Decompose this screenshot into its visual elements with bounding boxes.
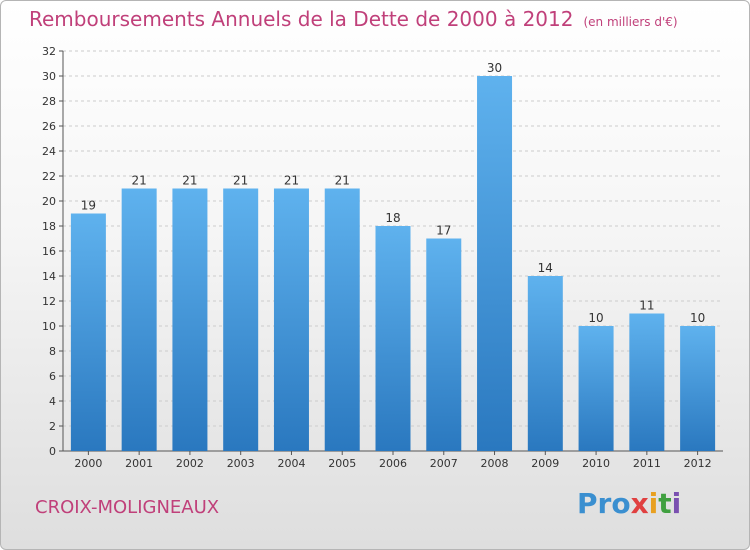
x-tick-label-2006: 2006 bbox=[379, 457, 407, 470]
bar-2000 bbox=[70, 213, 106, 451]
bar-2011 bbox=[629, 313, 665, 451]
bar-2005 bbox=[324, 188, 360, 451]
bar-2003 bbox=[223, 188, 259, 451]
y-tick-label: 12 bbox=[42, 295, 56, 308]
value-label-2009: 14 bbox=[538, 261, 553, 275]
y-tick-label: 32 bbox=[42, 45, 56, 58]
y-tick-label: 2 bbox=[49, 420, 56, 433]
value-labels: 19 21 21 21 21 21 18 17 30 14 10 11 10 bbox=[81, 61, 706, 325]
bar-2002 bbox=[172, 188, 208, 451]
value-label-2001: 21 bbox=[132, 174, 147, 188]
x-tick-label-2012: 2012 bbox=[684, 457, 712, 470]
y-tick-label: 14 bbox=[42, 270, 56, 283]
x-tick-label-2005: 2005 bbox=[328, 457, 356, 470]
y-tick-label: 26 bbox=[42, 120, 56, 133]
y-tick-label: 8 bbox=[49, 345, 56, 358]
bar-2009 bbox=[527, 276, 563, 451]
x-tick-label-2000: 2000 bbox=[74, 457, 102, 470]
value-label-2004: 21 bbox=[284, 174, 299, 188]
bar-2001 bbox=[121, 188, 157, 451]
bar-2004 bbox=[273, 188, 309, 451]
value-label-2011: 11 bbox=[639, 299, 654, 313]
chart-title-text: Remboursements Annuels de la Dette de 20… bbox=[29, 7, 574, 31]
bar-2012 bbox=[680, 326, 716, 451]
value-label-2012: 10 bbox=[690, 311, 705, 325]
y-tick-label: 0 bbox=[49, 445, 56, 458]
x-tick-label-2001: 2001 bbox=[125, 457, 153, 470]
logo-part-5: i bbox=[671, 487, 682, 520]
y-tick-label: 10 bbox=[42, 320, 56, 333]
bar-2006 bbox=[375, 226, 411, 451]
place-name: CROIX-MOLIGNEAUX bbox=[35, 497, 220, 518]
chart-subtitle: (en milliers d'€) bbox=[583, 15, 678, 29]
x-tick-label-2008: 2008 bbox=[481, 457, 509, 470]
value-label-2000: 19 bbox=[81, 199, 96, 213]
logo-part-3: i bbox=[648, 487, 659, 520]
logo-part-1: Pro bbox=[577, 487, 631, 520]
value-label-2007: 17 bbox=[436, 224, 451, 238]
value-label-2006: 18 bbox=[385, 211, 400, 225]
x-tick-label-2002: 2002 bbox=[176, 457, 204, 470]
bars bbox=[70, 76, 716, 451]
chart-title: Remboursements Annuels de la Dette de 20… bbox=[29, 7, 678, 31]
y-tick-label: 20 bbox=[42, 195, 56, 208]
proxiti-logo: Proxiti bbox=[577, 487, 681, 520]
bar-2007 bbox=[426, 238, 462, 451]
y-tick-label: 4 bbox=[49, 395, 56, 408]
value-label-2010: 10 bbox=[588, 311, 603, 325]
x-tick-label-2004: 2004 bbox=[277, 457, 305, 470]
value-label-2008: 30 bbox=[487, 61, 502, 75]
x-tick-label-2003: 2003 bbox=[227, 457, 255, 470]
y-tick-label: 22 bbox=[42, 170, 56, 183]
y-tick-label: 30 bbox=[42, 70, 56, 83]
bar-2010 bbox=[578, 326, 614, 451]
y-tick-label: 28 bbox=[42, 95, 56, 108]
logo-part-2: x bbox=[630, 487, 649, 520]
x-tick-label-2007: 2007 bbox=[430, 457, 458, 470]
y-tick-label: 16 bbox=[42, 245, 56, 258]
y-tick-label: 6 bbox=[49, 370, 56, 383]
y-tick-label: 18 bbox=[42, 220, 56, 233]
value-label-2003: 21 bbox=[233, 174, 248, 188]
bar-2008 bbox=[477, 76, 513, 451]
x-tick-label-2009: 2009 bbox=[531, 457, 559, 470]
value-label-2002: 21 bbox=[182, 174, 197, 188]
x-tick-label-2011: 2011 bbox=[633, 457, 661, 470]
x-tick-label-2010: 2010 bbox=[582, 457, 610, 470]
x-tick-labels: 2000 2001 2002 2003 2004 2005 2006 2007 2008 2009… bbox=[74, 457, 711, 470]
y-tick-label: 24 bbox=[42, 145, 56, 158]
logo-part-4: t bbox=[658, 487, 672, 520]
value-label-2005: 21 bbox=[335, 174, 350, 188]
